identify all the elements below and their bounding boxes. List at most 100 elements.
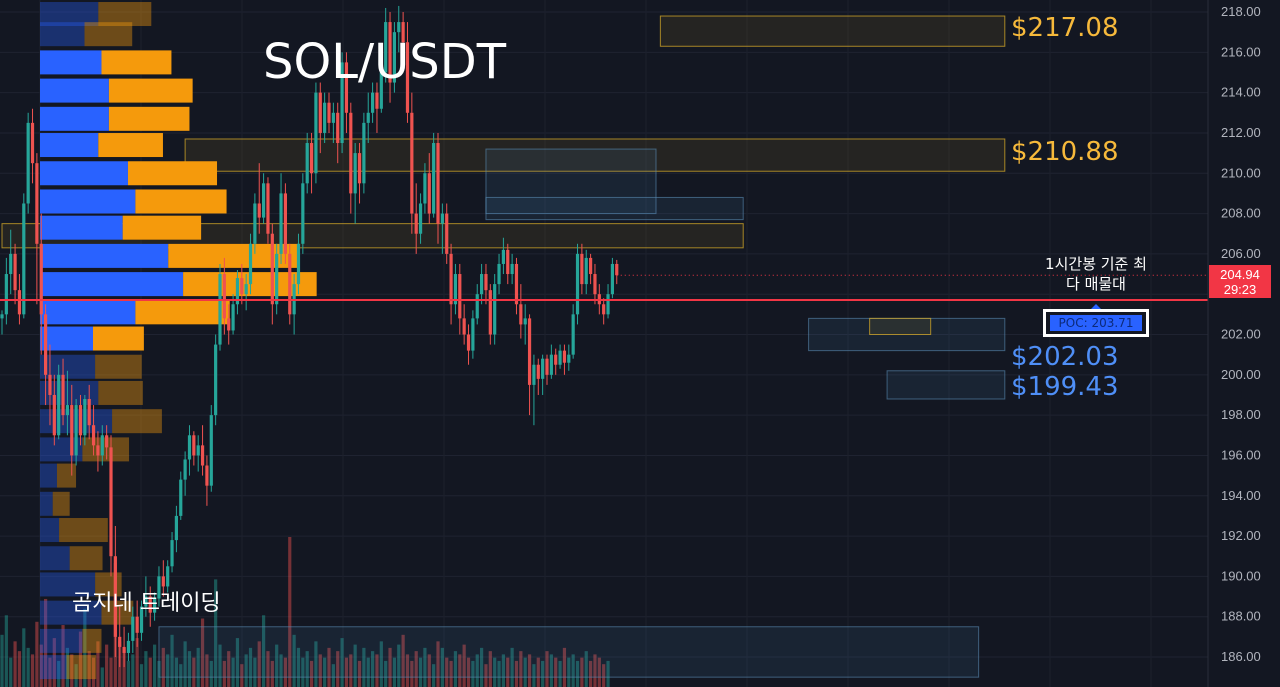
volume-bar xyxy=(122,647,126,687)
candle xyxy=(323,92,327,144)
candle xyxy=(4,257,8,325)
candles[interactable] xyxy=(0,5,619,668)
volume-profile-buy xyxy=(40,463,57,488)
candle xyxy=(200,425,205,476)
candle-body xyxy=(401,22,405,43)
candle-body xyxy=(501,249,505,264)
y-tick-label: 210.00 xyxy=(1221,165,1261,180)
candle xyxy=(248,233,253,295)
candle xyxy=(74,399,78,466)
candle-body xyxy=(161,576,165,587)
candle-body xyxy=(466,334,471,351)
candle-body xyxy=(397,22,401,33)
poc-pointer xyxy=(1090,304,1102,310)
candle-body xyxy=(384,22,388,73)
volume-bar xyxy=(70,654,74,687)
volume-bar xyxy=(244,654,248,687)
volume-bar xyxy=(52,638,56,687)
candle-body xyxy=(192,435,196,456)
volume-bar xyxy=(61,625,65,687)
volume-bar xyxy=(235,638,240,687)
candle-body xyxy=(323,102,327,133)
volume-bar xyxy=(453,651,458,687)
volume-bar xyxy=(545,651,549,687)
candle xyxy=(22,193,26,319)
candle xyxy=(122,626,126,668)
volume-bar xyxy=(296,647,301,687)
volume-profile-sell xyxy=(84,22,133,47)
volume-bar xyxy=(139,664,144,687)
candle xyxy=(418,193,423,244)
candle xyxy=(536,358,540,395)
candle xyxy=(30,108,35,184)
volume-bar xyxy=(357,660,362,687)
volume-bar xyxy=(440,647,444,687)
candle xyxy=(196,435,200,472)
volume-bar xyxy=(314,641,318,687)
candle-body xyxy=(301,183,305,244)
volume-bar xyxy=(87,651,91,687)
candle-body xyxy=(78,405,83,436)
candle-body xyxy=(218,274,222,345)
volume-profile-buy xyxy=(40,600,102,625)
candle-body xyxy=(248,243,253,285)
volume-bar xyxy=(240,664,244,687)
volume-bar xyxy=(4,615,8,687)
candle-body xyxy=(148,596,152,613)
volume-bar xyxy=(349,654,353,687)
volume-profile-sell xyxy=(101,600,134,625)
poc-note: 1시간봉 기준 최다 매물대 xyxy=(1045,255,1147,293)
candle xyxy=(57,364,61,440)
volume-bar xyxy=(83,608,87,687)
y-tick-label: 200.00 xyxy=(1221,367,1261,382)
candle xyxy=(562,344,567,375)
candle xyxy=(35,153,39,305)
volume-bar xyxy=(602,664,606,687)
volume-bar xyxy=(554,657,558,687)
volume-bar xyxy=(414,651,418,687)
demand-zone xyxy=(485,196,744,221)
candle-body xyxy=(57,374,61,436)
volume-bar xyxy=(366,657,370,687)
candle xyxy=(331,102,335,144)
chart-title: SOL/USDT xyxy=(263,34,507,90)
candle-body xyxy=(13,253,17,291)
candle xyxy=(523,304,527,345)
volume-bar xyxy=(353,644,357,687)
volume-bar xyxy=(288,537,292,687)
price-axis[interactable]: 186.00 188.00 190.00 192.00 194.00 196.00 198.… xyxy=(1207,0,1261,687)
candle xyxy=(161,560,165,597)
candle-body xyxy=(349,112,353,194)
volume-profile-buy xyxy=(40,243,169,268)
volume-profile-sell xyxy=(135,300,230,325)
candle xyxy=(462,304,466,345)
volume-bar xyxy=(397,644,401,687)
level-label-199: $199.43 xyxy=(1011,372,1119,402)
candle-body xyxy=(126,640,131,653)
candle xyxy=(510,253,514,285)
candle-body xyxy=(593,274,597,295)
candle-body xyxy=(606,294,610,315)
candle xyxy=(336,102,340,164)
candle xyxy=(327,92,331,133)
candle-body xyxy=(610,263,614,295)
candle xyxy=(96,431,100,472)
volume-bar xyxy=(161,647,165,687)
volume-bar xyxy=(179,664,183,687)
candle-body xyxy=(296,243,301,285)
candle-body xyxy=(26,122,30,204)
candle xyxy=(214,334,218,426)
candle-body xyxy=(214,344,218,416)
candle xyxy=(227,304,231,345)
candle-body xyxy=(222,274,226,319)
candle-body xyxy=(331,112,335,123)
volume-bar xyxy=(567,657,571,687)
y-tick-label: 186.00 xyxy=(1221,649,1261,664)
volume-bar xyxy=(91,657,96,687)
volume-bar xyxy=(327,647,331,687)
candle xyxy=(309,132,314,194)
candle-body xyxy=(458,274,462,319)
candle-body xyxy=(541,358,545,379)
candle-body xyxy=(536,364,540,379)
